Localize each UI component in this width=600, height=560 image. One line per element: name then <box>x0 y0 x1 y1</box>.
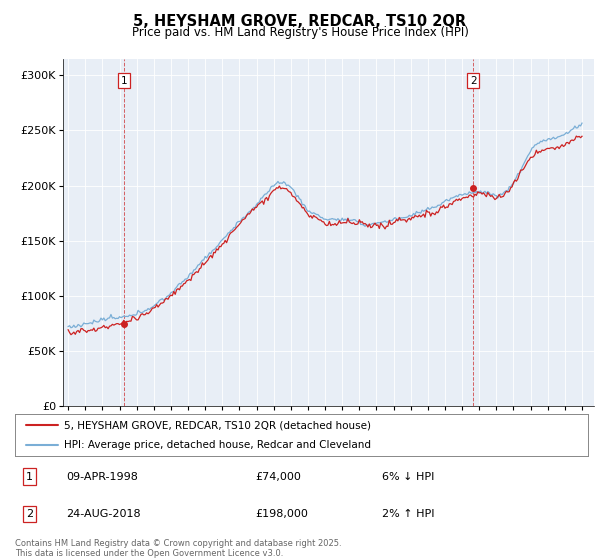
Text: £74,000: £74,000 <box>256 472 302 482</box>
Text: 24-AUG-2018: 24-AUG-2018 <box>67 510 141 519</box>
Text: HPI: Average price, detached house, Redcar and Cleveland: HPI: Average price, detached house, Redc… <box>64 440 371 450</box>
Text: Contains HM Land Registry data © Crown copyright and database right 2025.
This d: Contains HM Land Registry data © Crown c… <box>15 539 341 558</box>
Text: 2: 2 <box>26 510 33 519</box>
Text: Price paid vs. HM Land Registry's House Price Index (HPI): Price paid vs. HM Land Registry's House … <box>131 26 469 39</box>
Text: 09-APR-1998: 09-APR-1998 <box>67 472 139 482</box>
Text: 2% ↑ HPI: 2% ↑ HPI <box>382 510 434 519</box>
Text: 2: 2 <box>470 76 476 86</box>
Text: 5, HEYSHAM GROVE, REDCAR, TS10 2QR: 5, HEYSHAM GROVE, REDCAR, TS10 2QR <box>133 14 467 29</box>
Text: 1: 1 <box>121 76 127 86</box>
Text: £198,000: £198,000 <box>256 510 308 519</box>
Text: 6% ↓ HPI: 6% ↓ HPI <box>382 472 434 482</box>
Text: 5, HEYSHAM GROVE, REDCAR, TS10 2QR (detached house): 5, HEYSHAM GROVE, REDCAR, TS10 2QR (deta… <box>64 421 371 430</box>
Text: 1: 1 <box>26 472 33 482</box>
